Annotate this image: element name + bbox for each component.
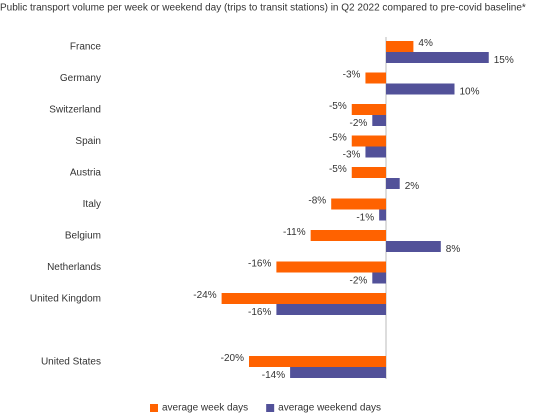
- bar: [386, 52, 489, 63]
- value-label: -5%: [329, 133, 347, 144]
- value-label: 10%: [460, 87, 480, 98]
- value-label: 4%: [418, 38, 433, 49]
- bar: [365, 146, 386, 158]
- value-label: -1%: [356, 213, 374, 224]
- bar: [276, 304, 386, 315]
- category-label: Netherlands: [47, 262, 101, 273]
- category-label: United States: [41, 357, 101, 368]
- category-label: France: [70, 42, 102, 53]
- bar: [351, 135, 386, 147]
- chart-title: Public transport volume per week or week…: [0, 3, 526, 14]
- bar: [372, 272, 386, 284]
- bar: [386, 178, 400, 189]
- bar: [290, 367, 386, 378]
- value-label: -2%: [350, 276, 368, 287]
- value-label: 8%: [446, 244, 461, 255]
- value-label: -3%: [343, 70, 361, 81]
- bar: [372, 115, 386, 126]
- legend-label: average week days: [162, 403, 248, 414]
- legend-swatch: [266, 404, 275, 412]
- value-label: 15%: [494, 55, 514, 66]
- category-label: Germany: [60, 73, 101, 84]
- legend-label: average weekend days: [278, 403, 381, 414]
- value-label: -2%: [350, 118, 368, 129]
- value-label: -5%: [329, 101, 347, 112]
- bar: [351, 167, 386, 178]
- value-label: -3%: [343, 150, 361, 161]
- bar: [386, 241, 441, 252]
- value-label: -24%: [193, 290, 216, 301]
- bar: [365, 72, 386, 84]
- value-label: -14%: [262, 370, 285, 381]
- category-label: Switzerland: [49, 105, 101, 116]
- value-label: -8%: [308, 196, 326, 207]
- category-label: United Kingdom: [30, 294, 101, 305]
- category-label: Belgium: [65, 231, 101, 242]
- legend-swatch: [150, 404, 158, 412]
- value-label: -20%: [221, 353, 244, 364]
- bar: [386, 41, 414, 52]
- category-label: Spain: [75, 136, 101, 147]
- category-label: Italy: [83, 199, 101, 210]
- bar: [310, 230, 386, 241]
- bar: [351, 104, 386, 115]
- value-label: -11%: [283, 227, 306, 238]
- bar: [249, 356, 386, 367]
- bar: [386, 83, 455, 95]
- bar: [221, 293, 386, 304]
- value-label: 2%: [405, 181, 420, 192]
- value-label: -16%: [248, 307, 271, 318]
- bar: [331, 198, 386, 210]
- value-label: -5%: [329, 164, 347, 175]
- value-label: -16%: [248, 259, 271, 270]
- bar: [379, 209, 386, 221]
- bar: [276, 261, 386, 273]
- category-label: Austria: [70, 168, 102, 179]
